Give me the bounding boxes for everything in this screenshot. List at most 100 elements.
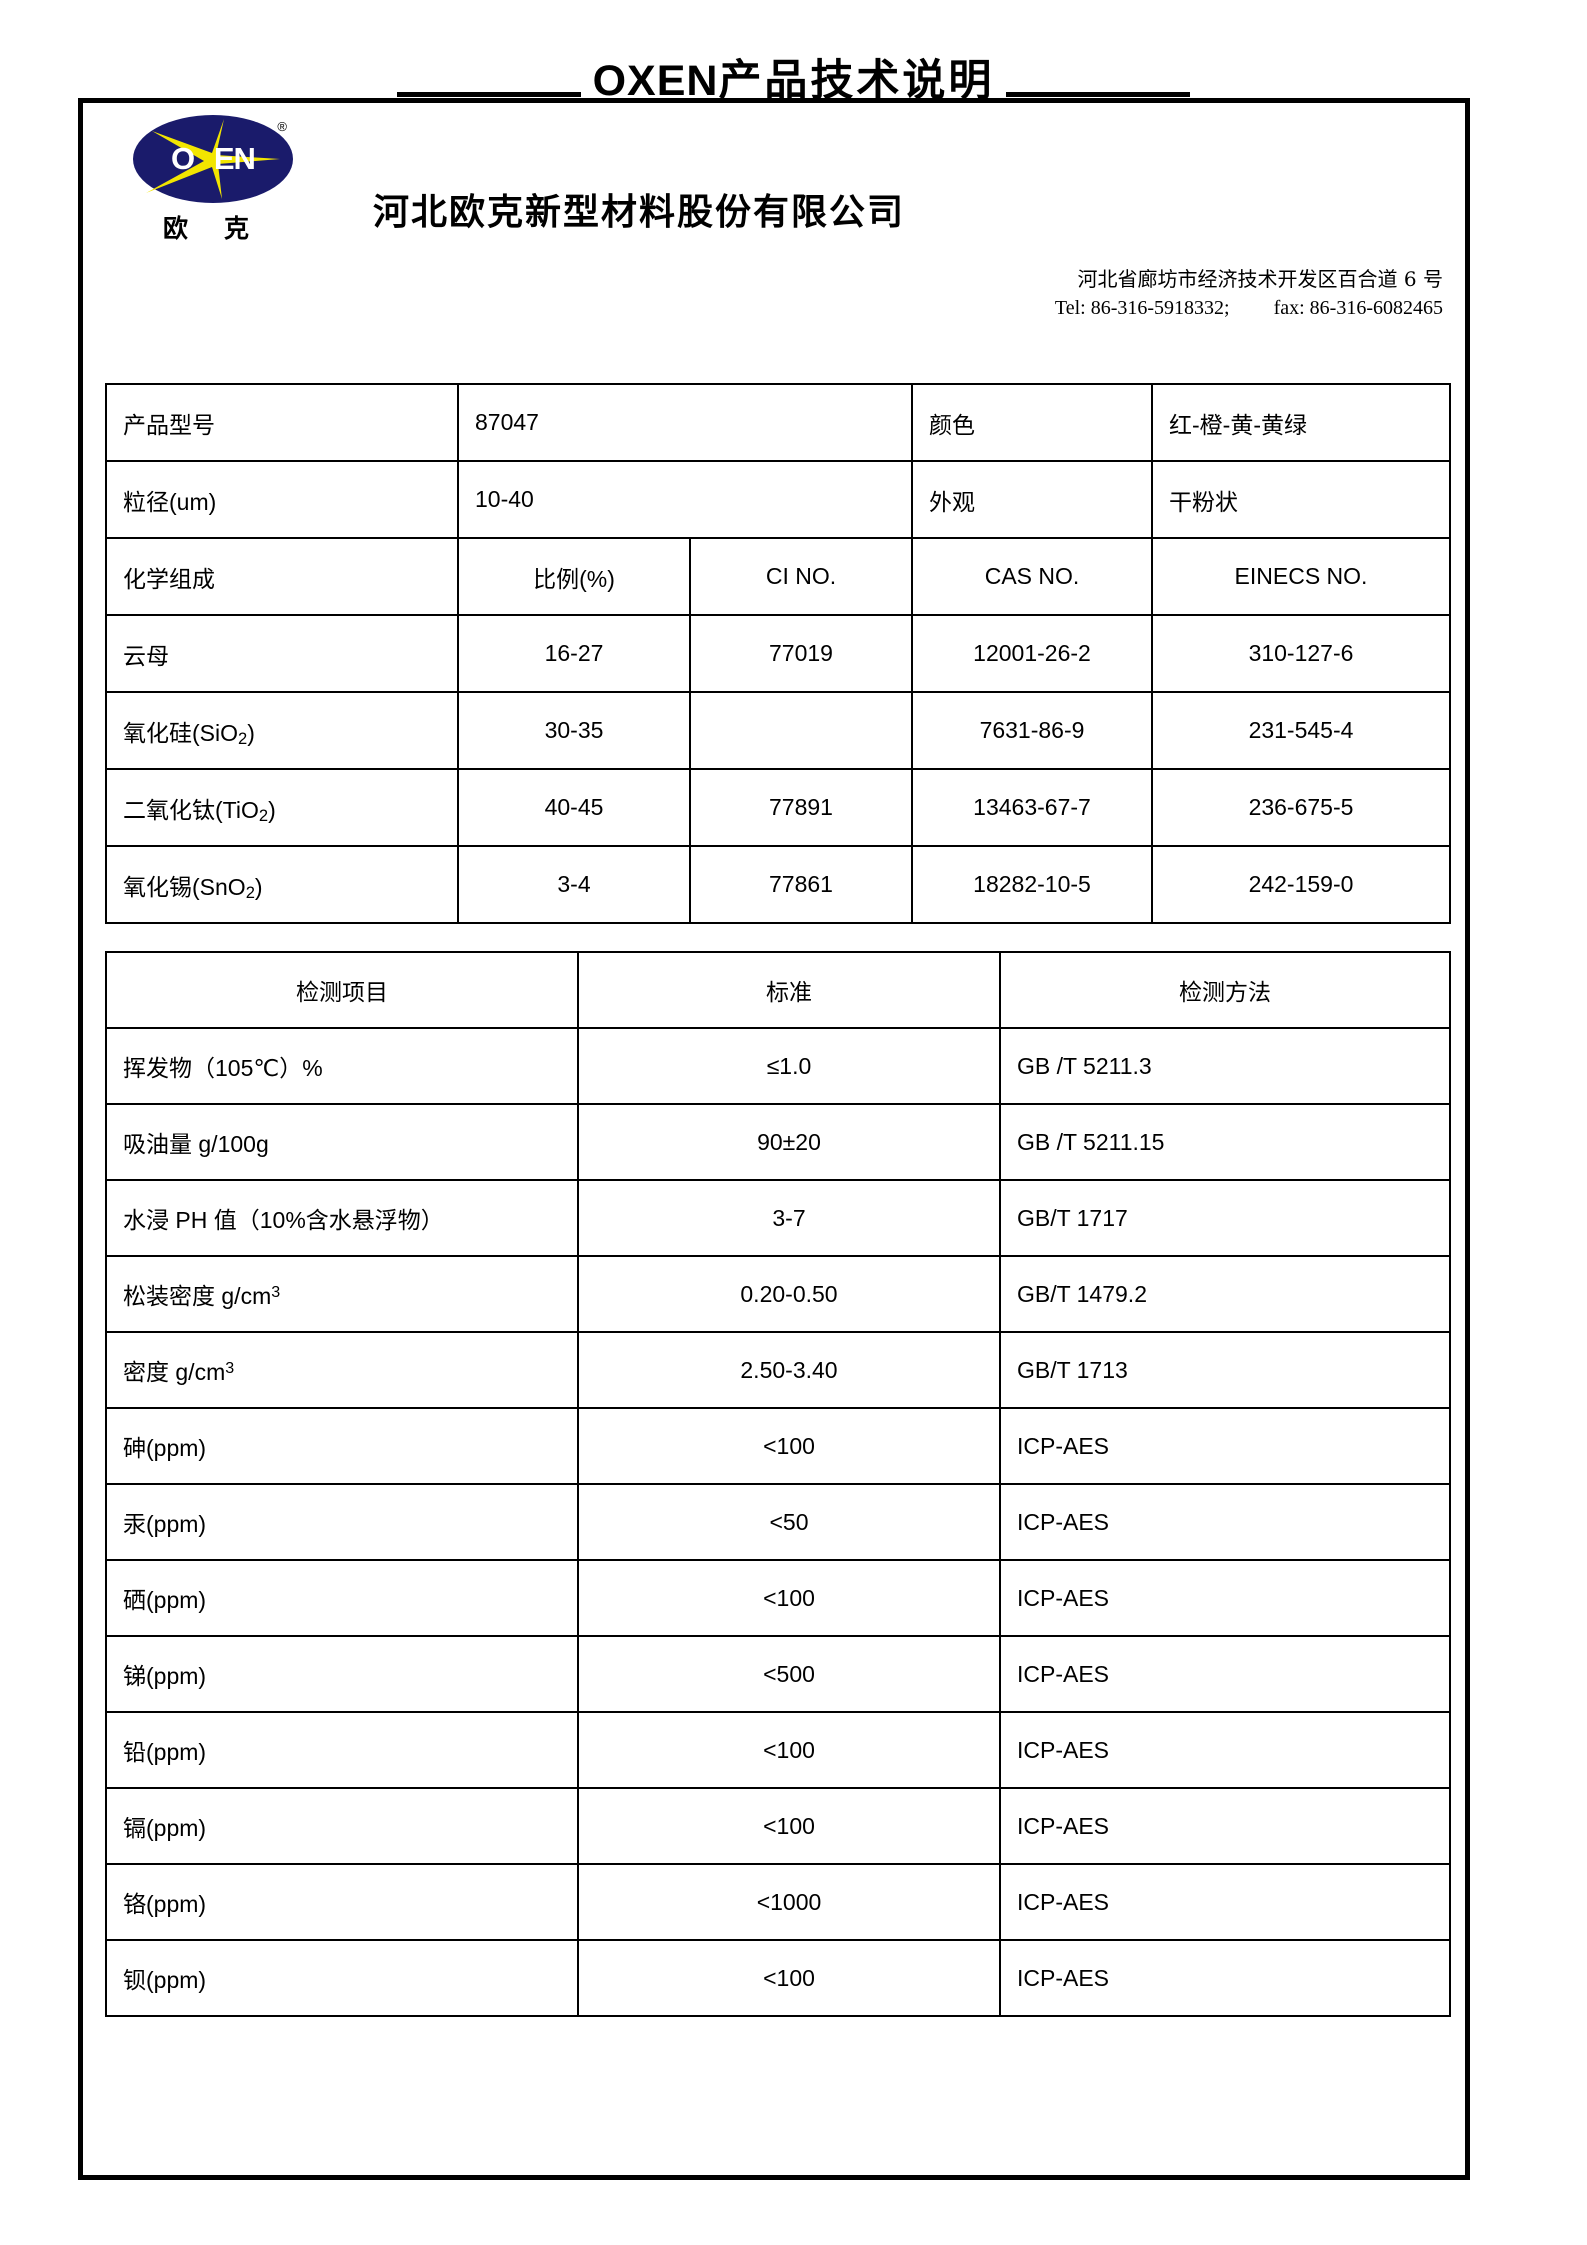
cell-test-item: 挥发物（105℃）% [105, 1027, 579, 1105]
cell-test-item: 砷(ppm) [105, 1407, 579, 1485]
table-row: 吸油量 g/100g 90±20 GB /T 5211.15 [105, 1103, 1451, 1181]
logo-star-icon [146, 119, 280, 199]
logo-letters-en: EN [213, 141, 256, 176]
cell-test-standard: ≤1.0 [577, 1027, 1001, 1105]
cell-component-einecs: 242-159-0 [1151, 845, 1451, 924]
cell-particle-size-label: 粒径(um) [105, 460, 459, 539]
cell-test-standard: <100 [577, 1407, 1001, 1485]
cell-test-item: 密度 g/cm3 [105, 1331, 579, 1409]
cell-test-item: 吸油量 g/100g [105, 1103, 579, 1181]
table-row: 粒径(um) 10-40 外观 干粉状 [105, 460, 1451, 539]
cell-component-ratio: 40-45 [457, 768, 691, 847]
cell-test-standard: <100 [577, 1939, 1001, 2017]
col-header-test-method: 检测方法 [999, 951, 1451, 1029]
table-row: 密度 g/cm3 2.50-3.40 GB/T 1713 [105, 1331, 1451, 1409]
table-row: 砷(ppm) <100 ICP-AES [105, 1407, 1451, 1485]
cell-model-label: 产品型号 [105, 383, 459, 462]
cell-test-standard: <100 [577, 1711, 1001, 1789]
cell-model-value: 87047 [457, 383, 913, 462]
component-name-main: 氧化硅(SiO [123, 719, 238, 746]
col-header-standard: 标准 [577, 951, 1001, 1029]
table-row: 氧化硅(SiO2) 30-35 7631-86-9 231-545-4 [105, 691, 1451, 770]
table-row: 钡(ppm) <100 ICP-AES [105, 1939, 1451, 2017]
cell-test-item: 镉(ppm) [105, 1787, 579, 1865]
fax-label: fax: [1273, 297, 1305, 319]
cell-test-method: ICP-AES [999, 1863, 1451, 1941]
registered-trademark-icon: ® [277, 119, 287, 134]
table-row: 产品型号 87047 颜色 红-橙-黄-黄绿 [105, 383, 1451, 462]
title-brand: OXEN [592, 56, 719, 105]
cell-component-cas: 12001-26-2 [911, 614, 1153, 693]
table-row: 二氧化钛(TiO2) 40-45 77891 13463-67-7 236-67… [105, 768, 1451, 847]
document-page-frame: OXEN ® 欧克 河北欧克新型材料股份有限公司 河北省廊坊市经济技术开发区百合… [78, 98, 1470, 2180]
col-header-ratio: 比例(%) [457, 537, 691, 616]
cell-component-einecs: 231-545-4 [1151, 691, 1451, 770]
letterhead: OXEN ® 欧克 河北欧克新型材料股份有限公司 河北省廊坊市经济技术开发区百合… [83, 103, 1465, 375]
table-row: 铅(ppm) <100 ICP-AES [105, 1711, 1451, 1789]
company-name: 河北欧克新型材料股份有限公司 [373, 191, 906, 233]
cell-test-item: 铬(ppm) [105, 1863, 579, 1941]
cell-test-item: 铅(ppm) [105, 1711, 579, 1789]
table-row: 云母 16-27 77019 12001-26-2 310-127-6 [105, 614, 1451, 693]
cell-test-method: ICP-AES [999, 1559, 1451, 1637]
component-name-subscript: 2 [258, 806, 269, 826]
table-row: 汞(ppm) <50 ICP-AES [105, 1483, 1451, 1561]
company-logo: OXEN ® 欧克 [113, 115, 313, 245]
table-header-row: 检测项目 标准 检测方法 [105, 951, 1451, 1029]
logo-mark: OXEN ® [133, 115, 293, 203]
cell-test-item: 钡(ppm) [105, 1939, 579, 2017]
table-header-row: 化学组成 比例(%) CI NO. CAS NO. EINECS NO. [105, 537, 1451, 616]
col-header-test-item: 检测项目 [105, 951, 579, 1029]
cell-component-ci: 77019 [689, 614, 913, 693]
cell-test-standard: 0.20-0.50 [577, 1255, 1001, 1333]
table-row: 松装密度 g/cm3 0.20-0.50 GB/T 1479.2 [105, 1255, 1451, 1333]
table-row: 氧化锡(SnO2) 3-4 77861 18282-10-5 242-159-0 [105, 845, 1451, 924]
cell-test-method: ICP-AES [999, 1483, 1451, 1561]
cell-component-cas: 18282-10-5 [911, 845, 1153, 924]
cell-component-name: 二氧化钛(TiO2) [105, 768, 459, 847]
col-header-ci-no: CI NO. [689, 537, 913, 616]
cell-component-ci [689, 691, 913, 770]
cell-test-standard: <1000 [577, 1863, 1001, 1941]
component-name-subscript: 2 [245, 883, 255, 903]
col-header-composition: 化学组成 [105, 537, 459, 616]
component-name-subscript: 2 [238, 729, 248, 749]
cell-test-method: GB/T 1713 [999, 1331, 1451, 1409]
cell-component-ci: 77891 [689, 768, 913, 847]
cell-test-standard: <500 [577, 1635, 1001, 1713]
cell-test-method: GB/T 1717 [999, 1179, 1451, 1257]
test-item-superscript: 3 [225, 1358, 235, 1377]
cell-component-name: 云母 [105, 614, 459, 693]
company-phone-fax: Tel: 86-316-5918332; fax: 86-316-6082465 [1055, 294, 1443, 323]
table-row: 镉(ppm) <100 ICP-AES [105, 1787, 1451, 1865]
test-items-table: 检测项目 标准 检测方法 挥发物（105℃）% ≤1.0 GB /T 5211.… [105, 951, 1451, 2017]
cell-color-label: 颜色 [911, 383, 1153, 462]
table-row: 硒(ppm) <100 ICP-AES [105, 1559, 1451, 1637]
cell-test-standard: 2.50-3.40 [577, 1331, 1001, 1409]
table-row: 锑(ppm) <500 ICP-AES [105, 1635, 1451, 1713]
cell-component-ratio: 30-35 [457, 691, 691, 770]
cell-test-item: 水浸 PH 值（10%含水悬浮物） [105, 1179, 579, 1257]
cell-test-standard: <100 [577, 1787, 1001, 1865]
cell-test-item: 锑(ppm) [105, 1635, 579, 1713]
col-header-cas-no: CAS NO. [911, 537, 1153, 616]
table-row: 挥发物（105℃）% ≤1.0 GB /T 5211.3 [105, 1027, 1451, 1105]
cell-component-einecs: 310-127-6 [1151, 614, 1451, 693]
cell-component-ratio: 16-27 [457, 614, 691, 693]
cell-component-cas: 7631-86-9 [911, 691, 1153, 770]
tel-label: Tel: [1054, 297, 1086, 319]
table-row: 铬(ppm) <1000 ICP-AES [105, 1863, 1451, 1941]
cell-test-method: GB /T 5211.3 [999, 1027, 1451, 1105]
cell-test-method: GB /T 5211.15 [999, 1103, 1451, 1181]
cell-particle-size-value: 10-40 [457, 460, 913, 539]
col-header-einecs-no: EINECS NO. [1151, 537, 1451, 616]
test-item-main: 松装密度 g/cm [123, 1283, 272, 1309]
company-address: 河北省廊坊市经济技术开发区百合道 6 号 [1077, 267, 1443, 291]
cell-test-method: ICP-AES [999, 1407, 1451, 1485]
test-item-main: 密度 g/cm [123, 1359, 226, 1385]
company-contact-block: 河北省廊坊市经济技术开发区百合道 6 号 Tel: 86-316-5918332… [1055, 265, 1443, 323]
cell-test-standard: <100 [577, 1559, 1001, 1637]
cell-component-cas: 13463-67-7 [911, 768, 1153, 847]
cell-appearance-value: 干粉状 [1151, 460, 1451, 539]
cell-test-method: ICP-AES [999, 1711, 1451, 1789]
